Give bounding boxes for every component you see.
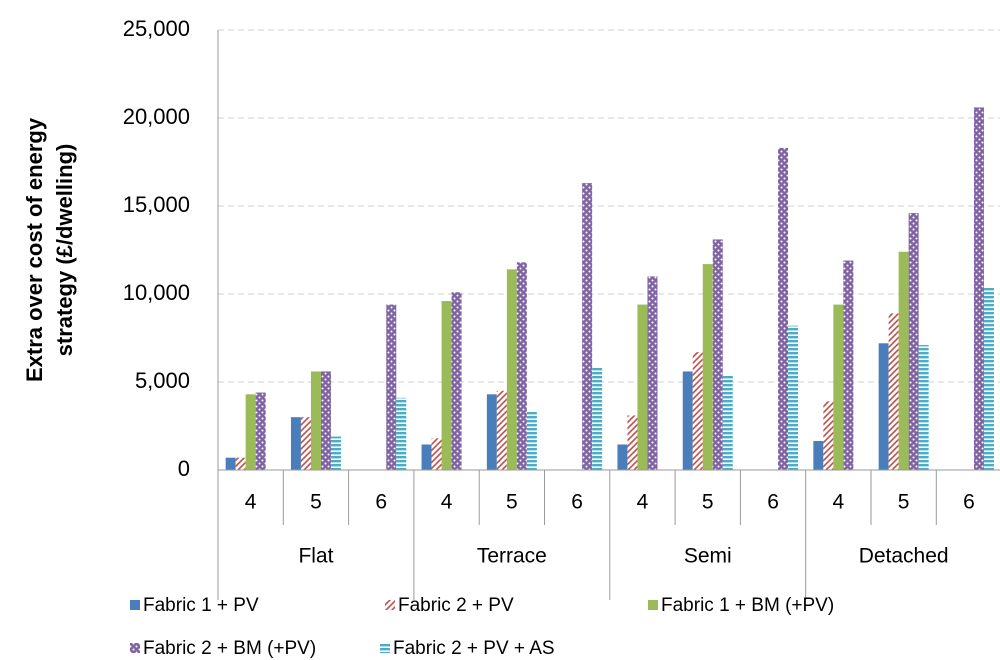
y-tick-label: 15,000 [123,192,190,217]
x-tick-label: 6 [767,491,779,514]
legend-label: Fabric 2 + PV + AS [393,638,555,659]
bar [496,390,507,470]
bar [722,374,733,470]
y-tick-label: 5,000 [135,368,190,393]
bar [526,411,537,470]
bar [300,417,311,470]
x-tick-label: 5 [506,491,518,514]
x-tick-label: 6 [963,491,975,514]
x-tick-label: 4 [637,491,649,514]
bar [516,262,527,470]
group-label: Semi [684,545,732,568]
bar [290,417,301,470]
bar [486,394,497,470]
bar [712,239,723,470]
y-axis-title: Extra over cost of energy strategy (£/dwe… [22,117,77,382]
group-label: Flat [298,545,333,568]
bar [637,304,648,470]
bar [888,313,899,470]
bar [451,292,462,470]
bar [396,397,407,470]
bar [441,301,452,470]
bar [918,345,929,470]
x-tick-label: 4 [441,491,453,514]
y-axis-title-line: strategy (£/dwelling) [52,144,77,357]
bar [386,304,397,470]
x-tick-label: 5 [898,491,910,514]
bar [778,147,789,471]
x-tick-label: 4 [245,491,257,514]
bar [506,269,517,470]
bar [843,260,854,470]
x-tick-label: 5 [702,491,714,514]
bar [330,436,341,470]
bar [833,304,844,470]
bar [983,286,994,470]
group-label: Terrace [477,545,547,568]
y-tick-label: 20,000 [123,104,190,129]
legend-label: Fabric 1 + PV [143,595,259,616]
bar [702,264,713,470]
bar [647,276,658,470]
x-tick-label: 6 [375,491,387,514]
bar [235,457,246,470]
bar [627,415,638,470]
legend-label: Fabric 2 + BM (+PV) [143,638,316,659]
x-tick-label: 6 [571,491,583,514]
bar [582,183,593,470]
bar [898,251,909,470]
bar [245,394,256,470]
bar [592,367,603,470]
bar [908,213,919,471]
bar [823,401,834,470]
y-tick-label: 25,000 [123,16,190,41]
x-tick-label: 5 [310,491,322,514]
bar [788,325,799,470]
bar [682,371,693,470]
legend-label: Fabric 2 + PV [398,595,514,616]
bar [692,352,703,470]
bar [421,444,432,470]
y-tick-label: 10,000 [123,280,190,305]
bar [878,343,889,470]
legend-swatch [380,643,390,653]
legend-label: Fabric 1 + BM (+PV) [661,595,834,616]
y-axis-title-line: Extra over cost of energy [22,117,47,382]
bar [813,440,824,470]
legend-swatch [385,600,395,610]
bar [431,438,442,470]
group-label: Detached [859,545,949,568]
bar [225,457,236,470]
bar [320,371,331,470]
bar [310,371,321,470]
legend-swatch [130,643,140,653]
bar [973,107,984,470]
x-tick-label: 4 [833,491,845,514]
bar [617,444,628,470]
legend-swatch [130,600,140,610]
legend-swatch [648,600,658,610]
bar [255,392,266,470]
y-tick-label: 0 [178,456,190,481]
